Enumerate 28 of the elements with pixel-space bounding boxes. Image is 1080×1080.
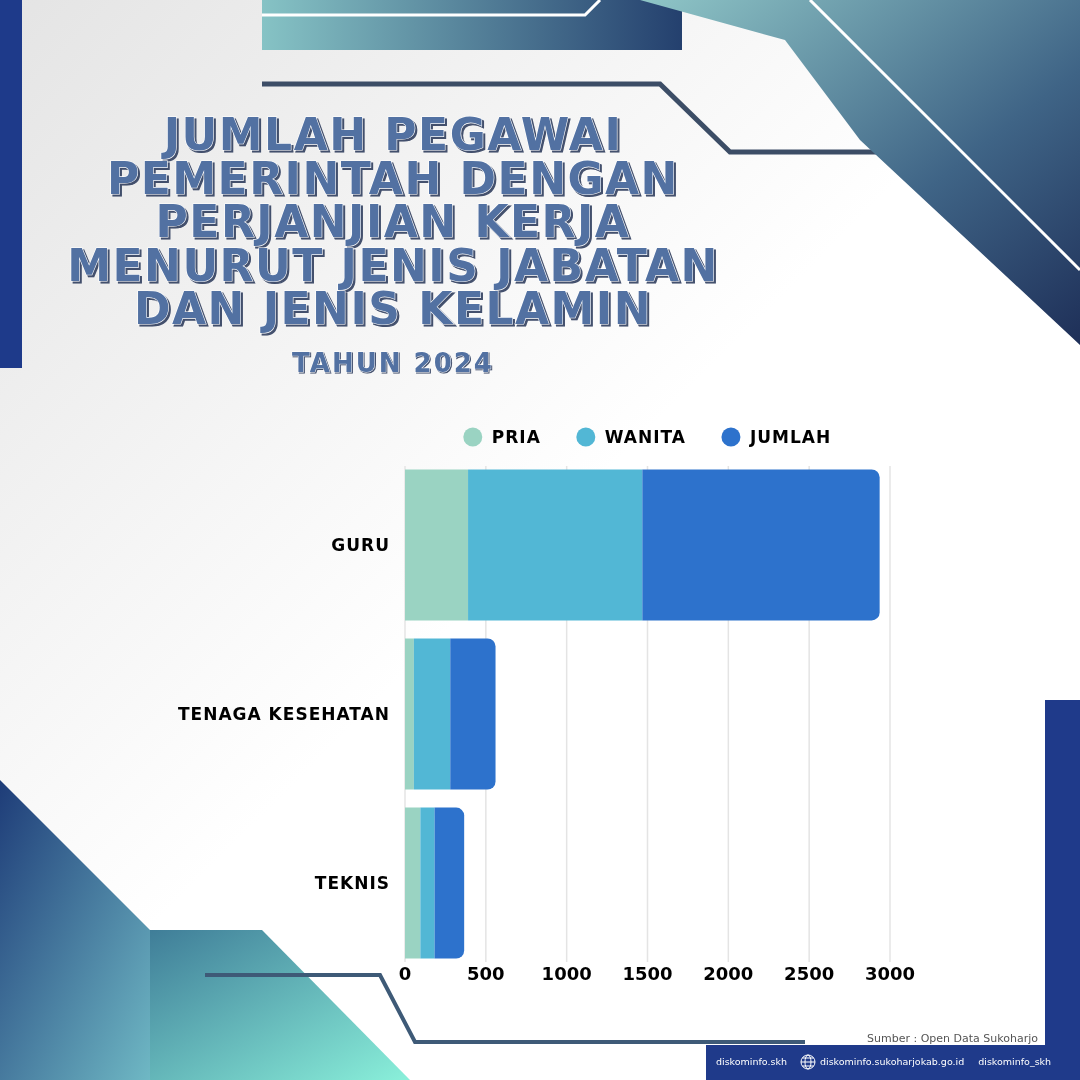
bar [405,469,469,621]
bar [405,807,421,959]
bar [468,469,643,621]
x-tick-label: 1000 [541,963,592,984]
x-tick-label: 500 [467,963,505,984]
x-tick-label: 2000 [703,963,754,984]
chart-subtitle: TAHUN 2024 [292,348,494,378]
text: diskominfo.sukoharjokab.go.id [819,1056,965,1068]
x-tick-label: 0 [398,963,412,984]
bar [405,638,414,790]
x-tick-label: 1500 [622,963,673,984]
bar [434,807,465,959]
bar [420,807,435,959]
chart-title: JUMLAH PEGAWAI PEMERINTAH DENGAN PERJANJIAN KERJA MENURUT JENIS JABATAN DAN JENIS KELAMIN [67,109,719,334]
text: diskominfo_skh [978,1056,1052,1068]
x-tick-label: 3000 [864,963,916,984]
y-tick-label: TEKNIS [314,873,390,894]
x-tick-label: 2500 [784,963,835,984]
bar [413,638,451,790]
y-tick-label: TENAGA KESEHATAN [178,703,390,724]
legend-label: JUMLAH [748,426,832,447]
y-tick-label: GURU [331,534,390,555]
legend-label: PRIA [491,426,541,447]
bar [450,638,496,790]
text: Sumber : Open Data Sukoharjo [867,1032,1039,1045]
bar [642,469,880,621]
text: diskominfo.skh [716,1056,787,1068]
legend-label: WANITA [604,426,686,447]
